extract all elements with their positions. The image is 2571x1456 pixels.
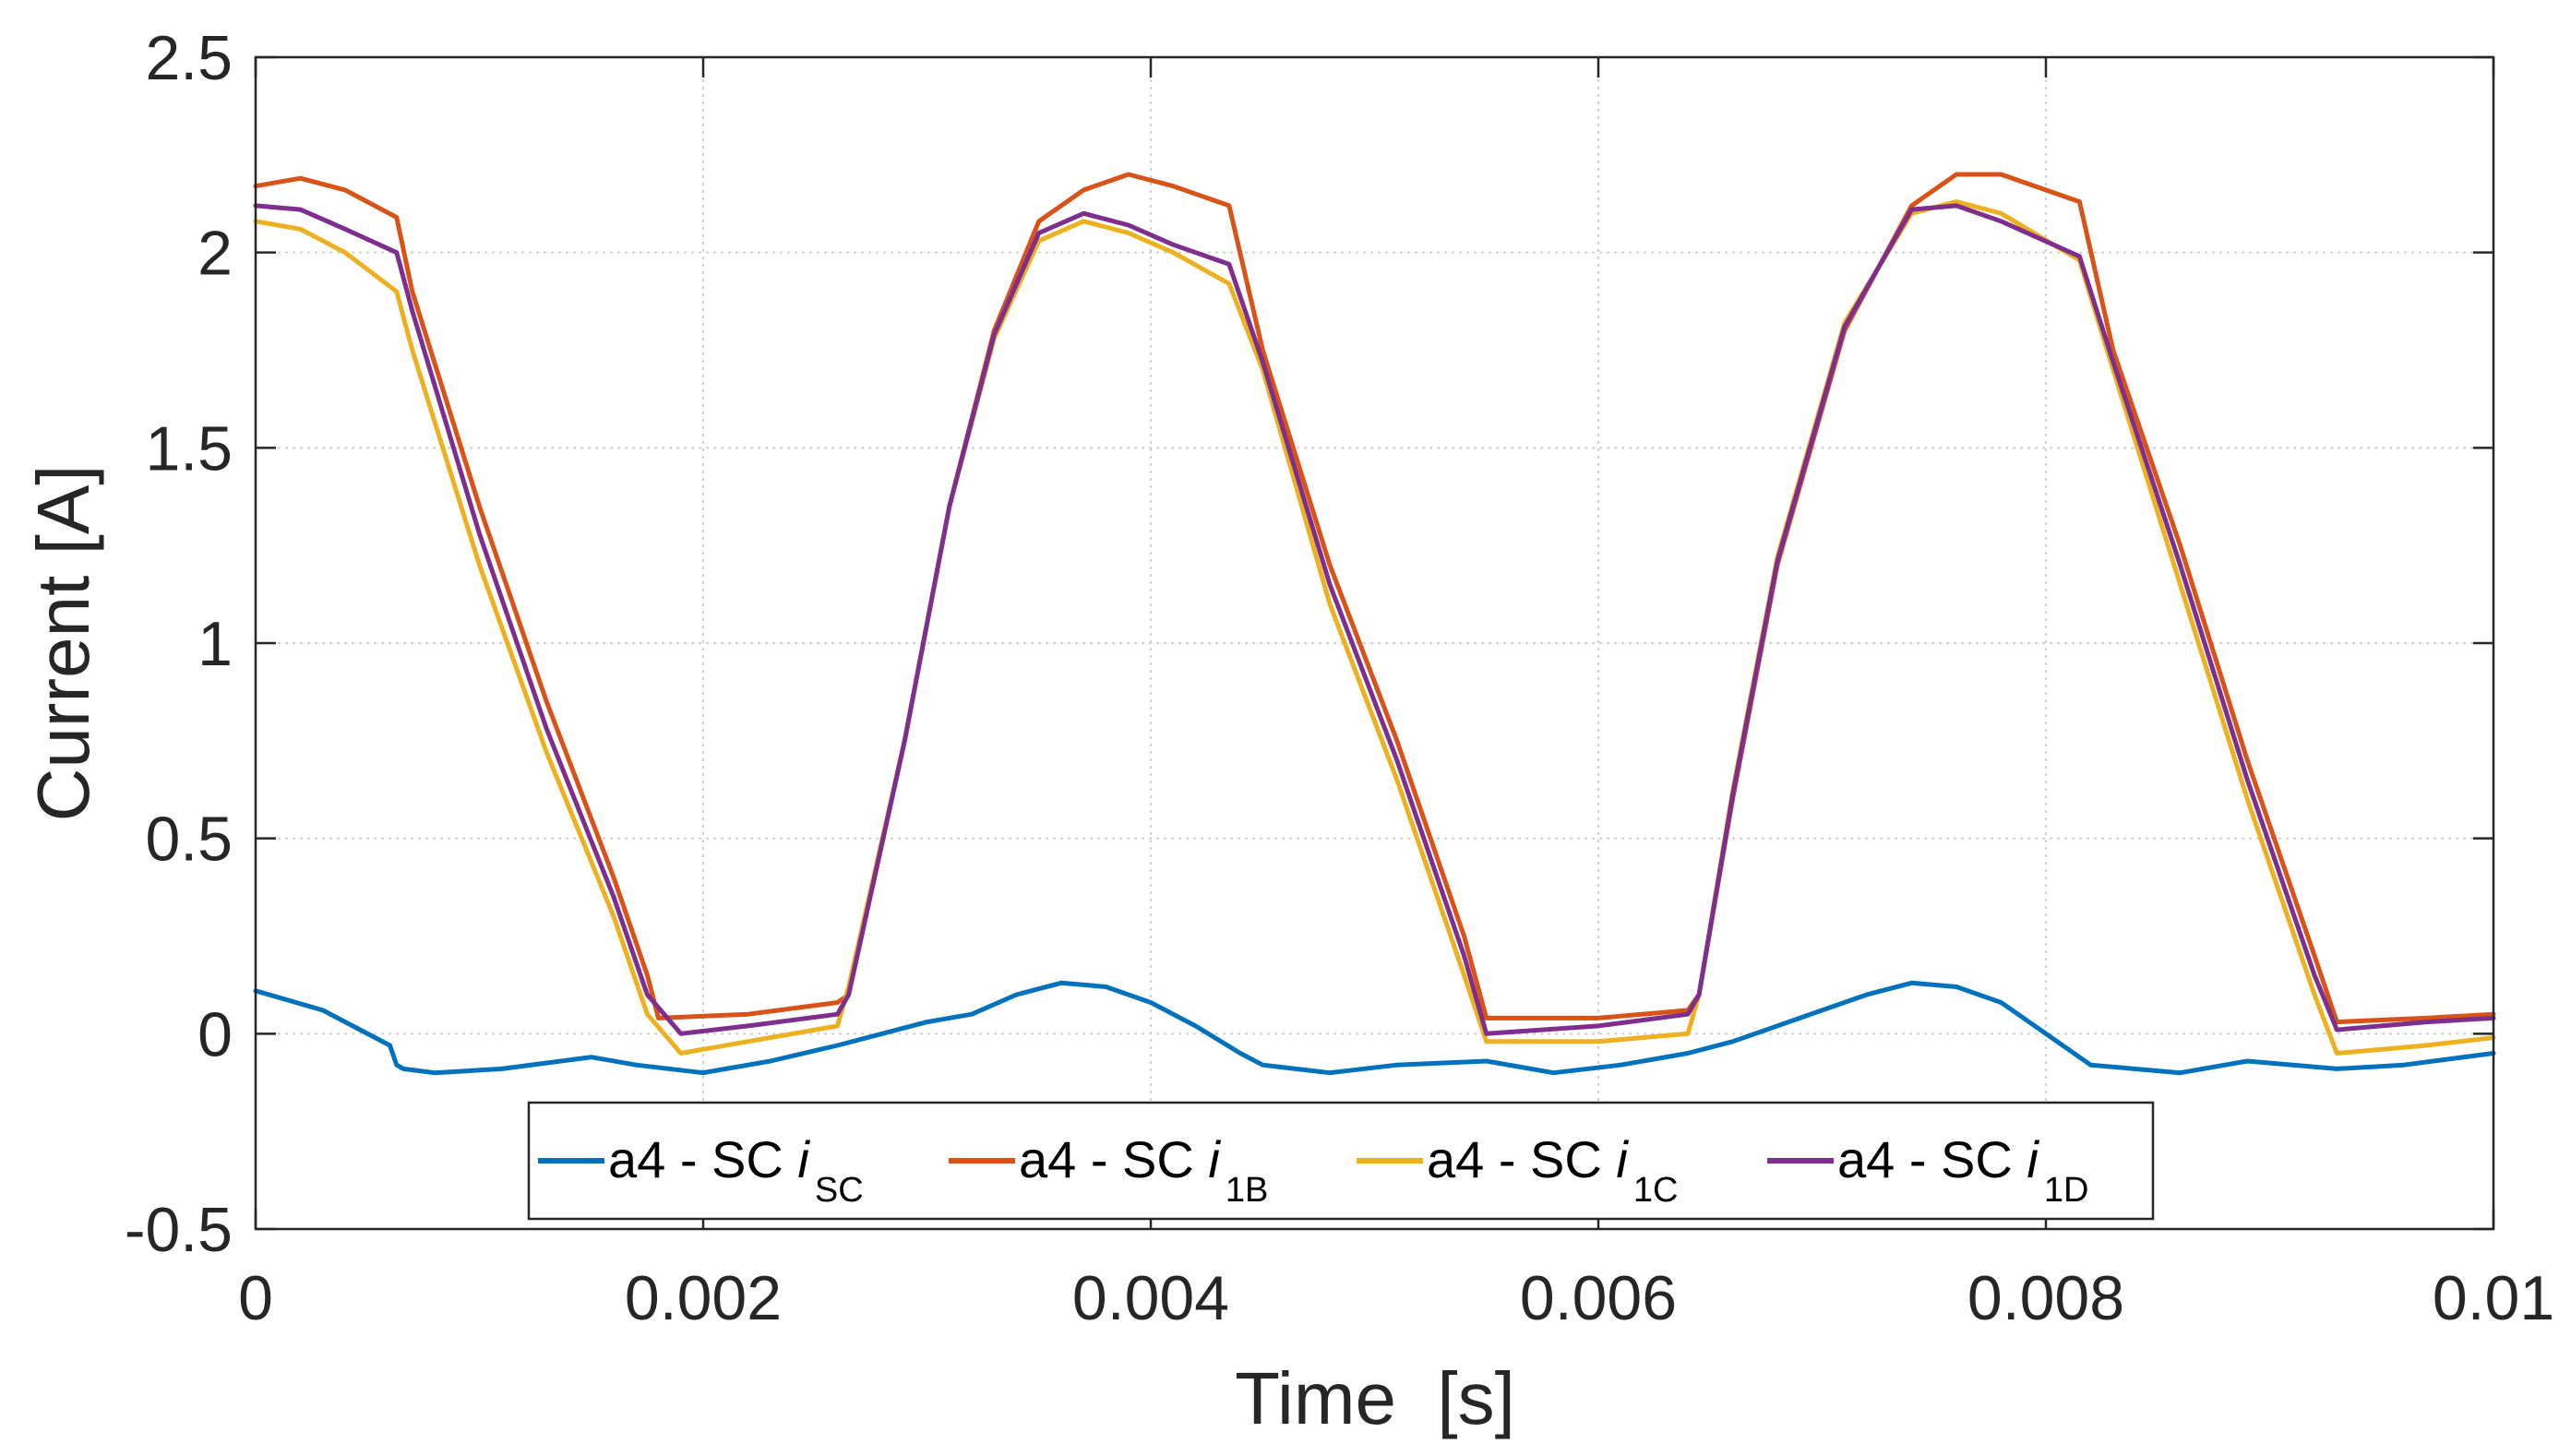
plot-area: [256, 57, 2493, 1229]
y-axis-label: Current [A]: [22, 465, 104, 822]
legend-label-1d: a4 - SC i1D: [1837, 1130, 2088, 1210]
y-axis-ticks: -0.5 0 0.5 1 1.5 2 2.5: [125, 23, 2493, 1265]
x-tick-label: 0.004: [1072, 1263, 1229, 1333]
legend[interactable]: a4 - SC iSC a4 - SC i1B a4 - SC i1C a4 - SC…: [527, 1101, 2155, 1221]
x-tick-label: 0.002: [625, 1263, 782, 1333]
y-tick-label: 0.5: [145, 805, 233, 875]
y-tick-label: -0.5: [125, 1195, 233, 1265]
x-tick-label: 0: [238, 1263, 273, 1333]
x-tick-label: 0.008: [1967, 1263, 2124, 1333]
y-tick-label: 2.5: [145, 23, 233, 93]
legend-label-sc: a4 - SC iSC: [608, 1130, 864, 1210]
series-line-1d: [253, 203, 2496, 1036]
x-tick-label: 0.006: [1520, 1263, 1677, 1333]
y-tick-label: 1: [197, 609, 233, 679]
x-axis-ticks: 0 0.002 0.004 0.006 0.008 0.01: [238, 57, 2554, 1333]
legend-label-1c: a4 - SC i1C: [1427, 1130, 1678, 1210]
y-tick-label: 1.5: [145, 413, 233, 483]
series-lines: [253, 172, 2496, 1076]
series-line-1b: [253, 172, 2496, 1025]
x-tick-label: 0.01: [2433, 1263, 2554, 1333]
y-tick-label: 2: [197, 219, 233, 289]
series-line-sc: [253, 980, 2496, 1076]
y-tick-label: 0: [197, 999, 233, 1069]
x-axis-label: Time [s]: [1235, 1357, 1515, 1439]
legend-label-1b: a4 - SC i1B: [1019, 1130, 1268, 1210]
legend-box: [527, 1101, 2155, 1221]
